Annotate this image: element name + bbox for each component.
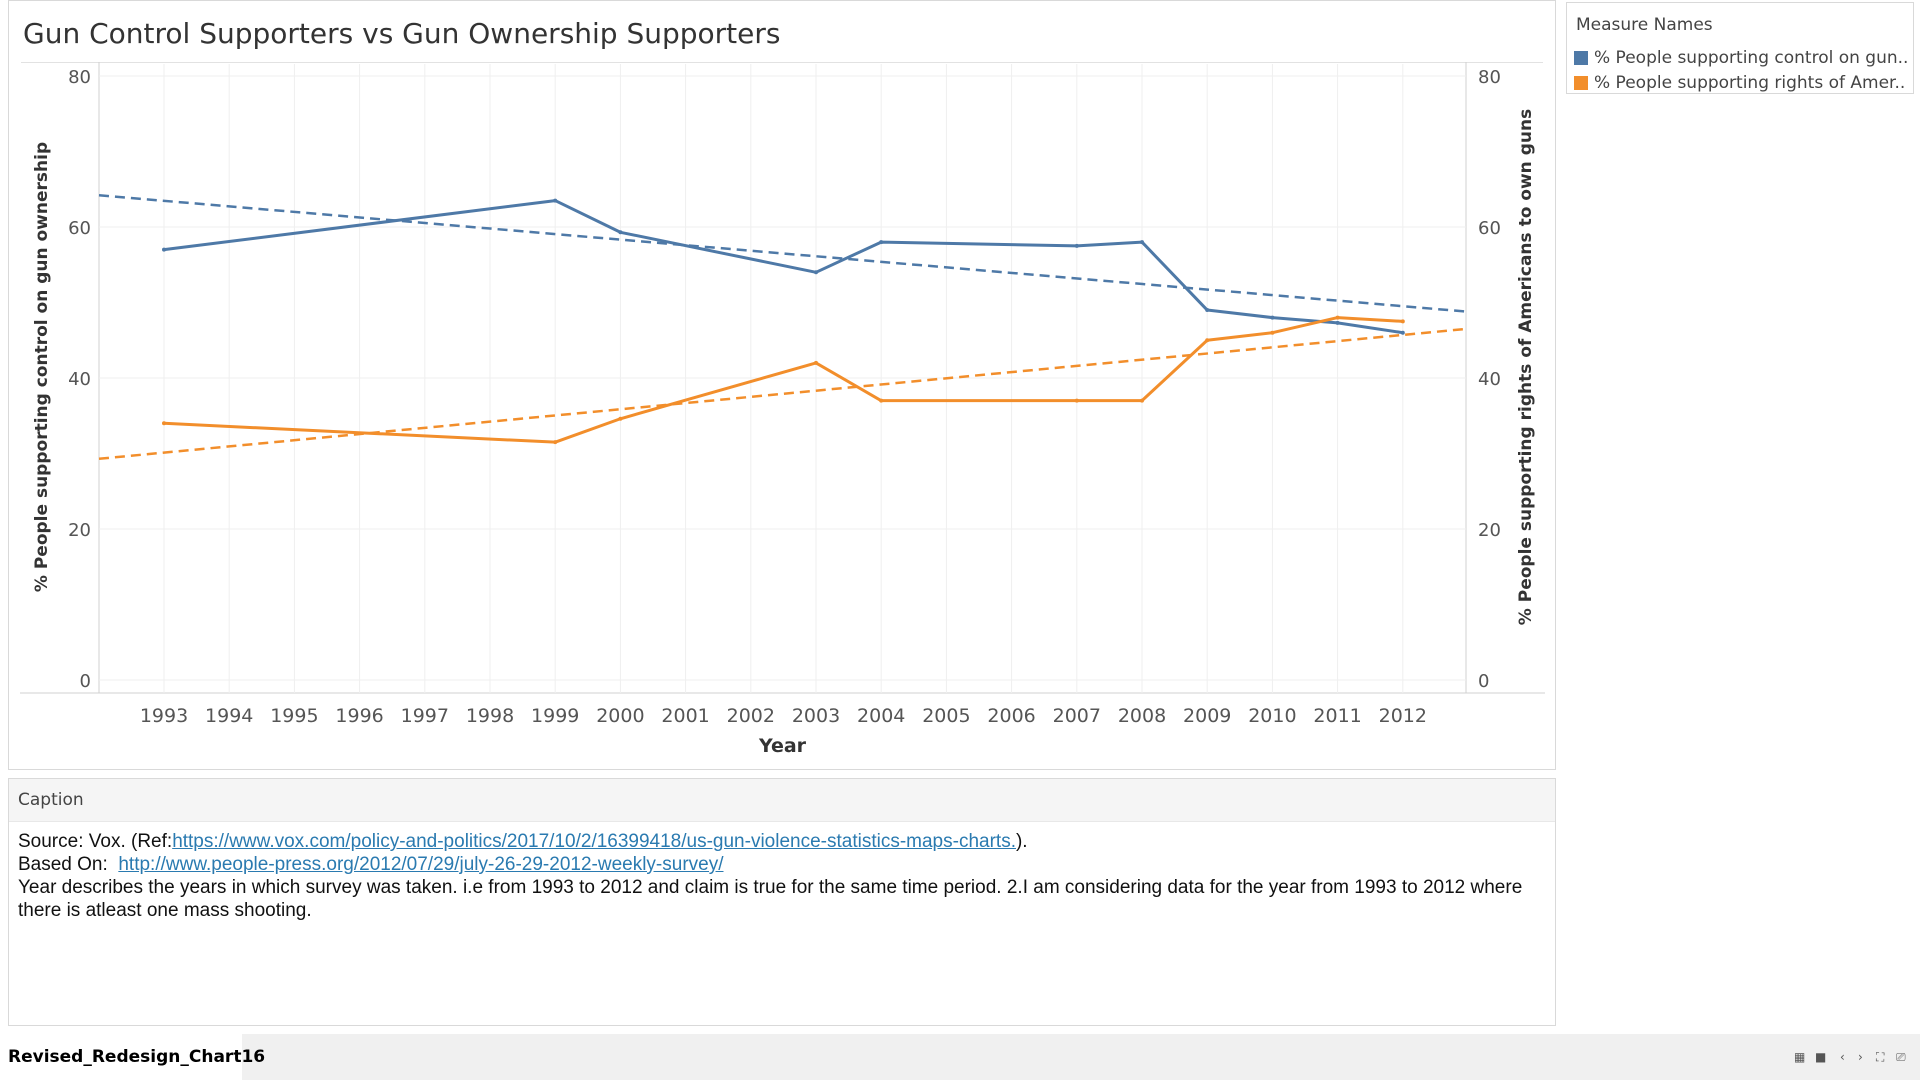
- y-axis-title-left: % People supporting control on gun owner…: [32, 142, 52, 592]
- y-tick-label-right: 60: [1478, 218, 1501, 239]
- trend-line-1: [98, 327, 1467, 461]
- data-point-0: [1205, 308, 1210, 313]
- legend-label-control: % People supporting control on gun..: [1594, 48, 1909, 68]
- data-point-0: [1074, 243, 1079, 248]
- legend-swatch-rights: [1574, 76, 1588, 90]
- y-tick-label-left: 40: [68, 369, 91, 390]
- x-tick-label: 1998: [466, 705, 514, 727]
- data-point-0: [618, 230, 623, 235]
- x-tick-label: 1995: [270, 705, 318, 727]
- x-axis-title: Year: [758, 735, 807, 757]
- caption-source-suffix: ).: [1015, 831, 1028, 852]
- x-tick-label: 2010: [1248, 705, 1296, 727]
- x-tick-label: 2001: [661, 705, 709, 727]
- x-tick-label: 1996: [335, 705, 383, 727]
- chart-title: Gun Control Supporters vs Gun Ownership …: [23, 17, 781, 50]
- caption-source-line: Source: Vox. (Ref:https://www.vox.com/po…: [18, 830, 1546, 853]
- data-point-0: [553, 198, 558, 203]
- prev-sheet-icon[interactable]: ‹: [1840, 1050, 1845, 1064]
- x-tick-label: 2008: [1118, 705, 1166, 727]
- data-point-0: [1270, 315, 1275, 320]
- next-sheet-icon[interactable]: ›: [1858, 1050, 1863, 1064]
- data-point-1: [1205, 338, 1210, 343]
- data-point-1: [1335, 315, 1340, 320]
- caption-based-prefix: Based On:: [18, 854, 114, 875]
- y-tick-label-left: 80: [68, 67, 91, 88]
- line-chart[interactable]: 0 0 20 20 40 40 60 60 80 80 1993 1994 1995 1996 1997 19…: [0, 0, 1560, 770]
- data-point-1: [879, 398, 884, 403]
- data-point-1: [1074, 398, 1079, 403]
- x-tick-label: 1994: [205, 705, 253, 727]
- y-tick-label-left: 60: [68, 218, 91, 239]
- data-point-1: [1270, 330, 1275, 335]
- y-tick-label-right: 0: [1478, 671, 1489, 692]
- fullscreen-icon[interactable]: ⛶: [1876, 1050, 1885, 1064]
- caption-panel: Caption Source: Vox. (Ref:https://www.vo…: [8, 778, 1556, 1026]
- data-point-1: [814, 360, 818, 365]
- legend-title: Measure Names: [1576, 15, 1713, 35]
- sheet-tab[interactable]: Revised_Redesign_Chart16: [0, 1034, 265, 1080]
- x-tick-label: 2004: [857, 705, 905, 727]
- data-point-1: [618, 416, 623, 421]
- y-tick-label-left: 20: [68, 520, 91, 541]
- grid-view-icon[interactable]: ▦: [1794, 1050, 1806, 1064]
- y-axis-title-right: % People supporting rights of Americans …: [1516, 109, 1536, 625]
- x-tick-label: 2005: [922, 705, 970, 727]
- x-tick-label: 2012: [1379, 705, 1427, 727]
- legend-swatch-control: [1574, 51, 1588, 65]
- x-tick-label: 1999: [531, 705, 579, 727]
- legend-item-control[interactable]: % People supporting control on gun..: [1574, 47, 1908, 69]
- caption-source-link[interactable]: https://www.vox.com/policy-and-politics/…: [172, 831, 1016, 852]
- y-tick-label-left: 0: [80, 671, 91, 692]
- legend-label-rights: % People supporting rights of Amer..: [1594, 73, 1906, 93]
- data-point-0: [1140, 240, 1144, 245]
- x-tick-label: 1997: [401, 705, 449, 727]
- title-divider: [21, 62, 1543, 63]
- x-tick-label: 2003: [792, 705, 840, 727]
- legend-item-rights[interactable]: % People supporting rights of Amer..: [1574, 72, 1905, 94]
- present-icon[interactable]: ⎚: [1896, 1050, 1906, 1064]
- legend[interactable]: Measure Names % People supporting contro…: [1566, 2, 1914, 94]
- caption-header: Caption: [9, 779, 1555, 822]
- y-tick-label-right: 80: [1478, 67, 1501, 88]
- caption-source-prefix: Source: Vox. (Ref:: [18, 831, 173, 852]
- data-point-0: [1335, 320, 1340, 325]
- sheet-tab-bar: Revised_Redesign_Chart16 ▦ ■ ‹ › ⛶ ⎚: [0, 1034, 1920, 1080]
- series-line-1: [163, 316, 1403, 444]
- x-tick-label: 2007: [1053, 705, 1101, 727]
- caption-description: Year describes the years in which survey…: [18, 877, 1523, 921]
- chart-sheet: Gun Control Supporters vs Gun Ownership …: [8, 0, 1556, 770]
- x-tick-label: 2011: [1313, 705, 1361, 727]
- caption-based-link[interactable]: http://www.people-press.org/2012/07/29/j…: [118, 854, 724, 875]
- x-tick-label: 2009: [1183, 705, 1231, 727]
- data-point-1: [1140, 398, 1144, 403]
- x-tick-label: 2002: [727, 705, 775, 727]
- caption-based-line: Based On: http://www.people-press.org/20…: [18, 853, 1546, 876]
- trend-line-0: [98, 194, 1467, 313]
- data-point-0: [162, 247, 166, 252]
- y-tick-label-right: 40: [1478, 369, 1501, 390]
- single-view-icon[interactable]: ■: [1815, 1050, 1827, 1064]
- data-point-1: [553, 440, 558, 445]
- data-point-0: [879, 240, 884, 245]
- data-point-0: [1400, 330, 1405, 335]
- y-tick-label-right: 20: [1478, 520, 1501, 541]
- series-line-0: [163, 199, 1404, 335]
- x-tick-label: 2006: [987, 705, 1035, 727]
- data-point-1: [162, 421, 166, 426]
- data-point-1: [1400, 319, 1405, 324]
- x-tick-label: 2000: [596, 705, 644, 727]
- caption-body: Source: Vox. (Ref:https://www.vox.com/po…: [9, 822, 1555, 930]
- x-tick-label: 1993: [140, 705, 188, 727]
- data-point-0: [814, 270, 818, 275]
